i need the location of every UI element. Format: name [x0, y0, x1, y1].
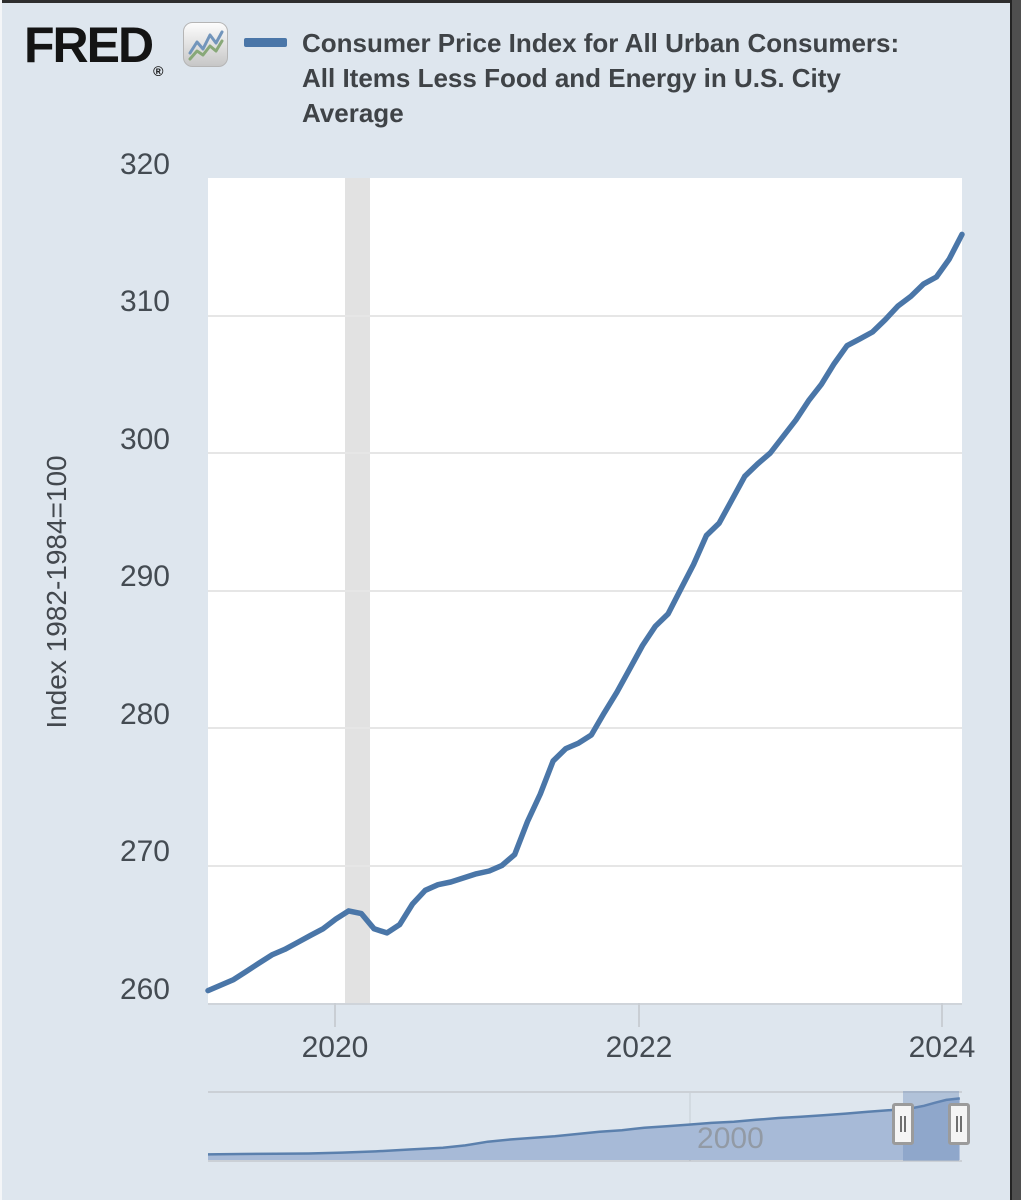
gridline	[208, 314, 962, 317]
y-axis-tick-label: 280	[119, 697, 170, 731]
y-axis-tick-label: 310	[119, 285, 170, 318]
navigator-right-handle[interactable]	[948, 1103, 971, 1145]
fred-logo[interactable]: FRED®	[24, 16, 163, 79]
line-chart-icon	[183, 22, 228, 67]
x-axis-tick	[941, 1003, 943, 1027]
navigator-bottom-border	[208, 1160, 962, 1162]
y-axis-tick-label: 260	[119, 972, 170, 1006]
navigator-top-border	[208, 1091, 962, 1093]
x-axis-tick	[334, 1003, 336, 1027]
navigator-area-series	[208, 1098, 960, 1160]
navigator-year-label: 2000	[697, 1122, 764, 1155]
navigator-year-gridline	[689, 1093, 692, 1161]
y-axis-tick-label: 290	[119, 560, 170, 593]
navigator-line-series	[207, 1097, 960, 1156]
y-axis-tick-label: 300	[119, 422, 170, 456]
navigator-left-handle[interactable]	[892, 1103, 915, 1145]
gridline	[208, 727, 962, 729]
chart-title: Consumer Price Index for All Urban Consu…	[302, 28, 900, 128]
gridline	[208, 864, 962, 867]
gridline	[208, 589, 962, 592]
window-frame-right	[1010, 0, 1021, 1200]
window-frame-top	[0, 0, 1021, 3]
plot-area[interactable]	[208, 178, 962, 1005]
legend-line-swatch	[244, 38, 287, 47]
fred-logo-text: FRED	[24, 17, 154, 73]
registered-trademark-symbol: ®	[153, 63, 164, 79]
x-axis-tick	[638, 1003, 640, 1027]
x-axis-tick-label: 2024	[908, 1031, 976, 1064]
x-axis-tick-label: 2022	[605, 1031, 673, 1064]
window-frame-left	[0, 0, 2, 1200]
y-axis-title: Index 1982-1984=100	[41, 455, 72, 729]
gridline	[208, 452, 962, 454]
y-axis-tick-label: 320	[119, 147, 170, 181]
y-axis-tick-label: 270	[119, 835, 170, 868]
x-axis-tick-label: 2020	[301, 1031, 369, 1064]
